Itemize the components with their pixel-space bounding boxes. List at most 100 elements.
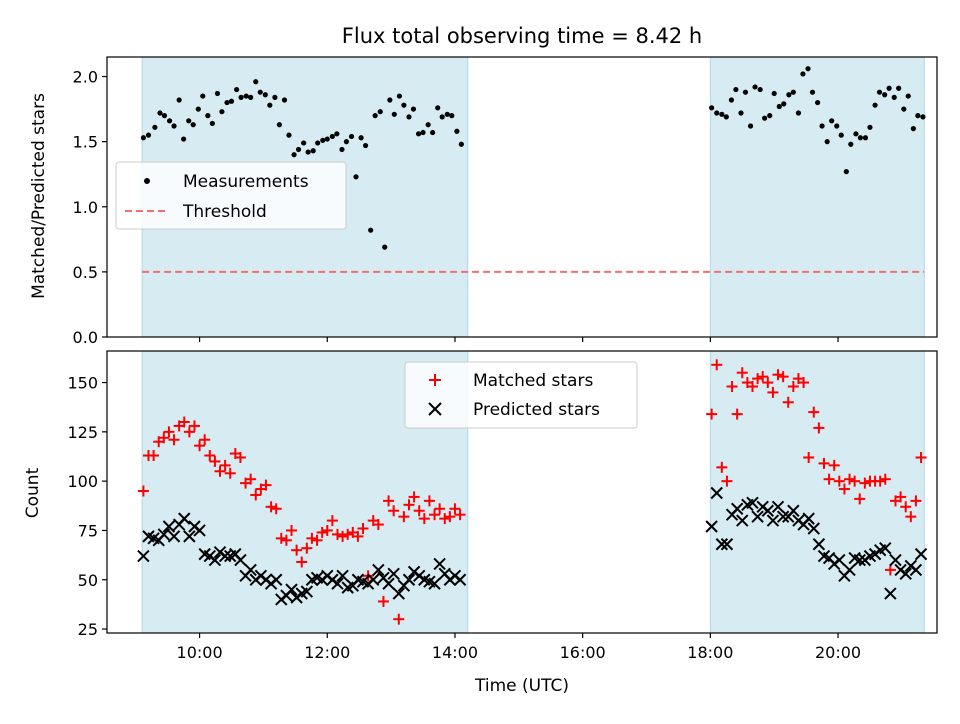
legend-matched-label: Matched stars — [473, 371, 593, 391]
bottom-matched-stars-point — [388, 505, 400, 517]
bottom-predicted-stars-point — [807, 522, 820, 535]
bottom-predicted-stars-point — [787, 504, 800, 517]
bottom-matched-stars-point — [306, 532, 318, 544]
bottom-matched-stars-point — [337, 530, 349, 542]
legend-matched-marker — [429, 374, 441, 386]
bottom-matched-stars-point — [209, 455, 221, 467]
bottom-predicted-stars-point — [761, 504, 775, 517]
top-measurements-point — [200, 93, 206, 99]
legend-predicted-label: Predicted stars — [473, 400, 600, 420]
bottom-matched-stars-point — [716, 461, 728, 473]
bottom-predicted-stars-point — [751, 510, 764, 523]
top-measurements-point — [387, 97, 393, 103]
top-measurements-point — [905, 93, 911, 99]
bottom-observing-window — [709, 350, 925, 634]
top-ytick-label: 0.0 — [73, 328, 98, 347]
bottom-matched-stars-point — [286, 524, 298, 536]
top-measurements-point — [358, 135, 364, 141]
bottom-xlabel: Time (UTC) — [474, 676, 569, 696]
bottom-matched-stars-point — [383, 495, 395, 507]
top-measurements-point — [776, 103, 782, 110]
top-measurements-point — [291, 152, 297, 158]
bottom-xtick-label: 16:00 — [560, 643, 606, 662]
bottom-predicted-stars-point — [833, 553, 846, 567]
top-measurements-point — [248, 94, 254, 100]
top-measurements-point — [262, 92, 268, 98]
bottom-xtick-label: 14:00 — [432, 643, 478, 662]
top-measurements-point — [714, 110, 720, 116]
top-measurements-point — [733, 86, 739, 93]
top-measurements-point — [891, 94, 897, 100]
top-measurements-point — [824, 139, 830, 145]
top-measurements-point — [910, 126, 916, 132]
bottom-matched-stars-point — [418, 513, 430, 525]
bottom-ytick-label: 25 — [78, 620, 98, 639]
bottom-predicted-stars-point — [162, 520, 176, 533]
bottom-matched-stars-point — [331, 528, 343, 540]
bottom-matched-stars-point — [757, 371, 769, 383]
top-measurements-point — [896, 85, 902, 91]
top-measurements-point — [786, 92, 792, 98]
bottom-matched-stars-point — [449, 503, 461, 515]
bottom-matched-stars-point — [874, 475, 886, 487]
top-measurements-point — [257, 89, 263, 95]
bottom-matched-stars-point — [711, 359, 723, 371]
bottom-matched-stars-point — [879, 473, 891, 485]
bottom-matched-stars-point — [859, 477, 871, 489]
bottom-predicted-stars-point — [382, 577, 395, 590]
bottom-matched-stars-point — [214, 465, 226, 477]
top-measurements-point — [315, 140, 321, 146]
bottom-predicted-stars-point — [766, 514, 780, 527]
bottom-ytick-label: 150 — [67, 374, 98, 393]
bottom-matched-stars-point — [158, 432, 170, 444]
bottom-matched-stars-point — [168, 434, 180, 446]
bottom-ylabel: Count — [23, 467, 43, 518]
bottom-matched-stars-point — [833, 475, 845, 487]
bottom-predicted-stars-point — [300, 585, 314, 598]
top-measurements-point — [876, 89, 883, 95]
bottom-predicted-stars-point — [392, 587, 405, 600]
top-measurements-point — [334, 131, 340, 137]
bottom-matched-stars-point — [726, 380, 738, 392]
top-measurements-point — [348, 133, 355, 140]
bottom-matched-stars-point — [777, 371, 789, 383]
bottom-matched-stars-point — [403, 499, 415, 511]
top-measurements-point — [767, 113, 773, 119]
bottom-matched-stars-point — [854, 493, 866, 505]
bottom-matched-stars-point — [245, 473, 257, 485]
top-measurements-point — [382, 244, 388, 250]
bottom-predicted-stars-point — [372, 563, 385, 577]
bottom-matched-stars-point — [265, 501, 277, 513]
bottom-predicted-stars-point — [137, 549, 150, 563]
bottom-predicted-stars-point — [428, 577, 441, 590]
top-measurements-point — [800, 71, 806, 77]
bottom-matched-stars-point — [280, 534, 292, 546]
bottom-predicted-stars-point — [336, 569, 349, 583]
top-measurements-point — [295, 146, 302, 153]
bottom-matched-stars-point — [393, 613, 405, 625]
bottom-matched-stars-point — [798, 377, 810, 389]
bottom-predicted-stars-point — [899, 567, 912, 581]
bottom-predicted-stars-point — [776, 510, 790, 523]
top-measurements-point — [872, 102, 878, 108]
bottom-matched-stars-point — [905, 511, 917, 523]
top-measurements-point — [157, 110, 163, 116]
bottom-panel: 25 50 75 100 125 150 10:00 12:00 14:00 16:00 18:00… — [67, 350, 938, 662]
top-measurements-point — [752, 84, 758, 90]
top-measurements-point — [834, 123, 840, 129]
top-measurements-point — [276, 122, 282, 128]
bottom-predicted-stars-point — [157, 528, 171, 541]
bottom-matched-stars-point — [721, 475, 733, 487]
top-ytick-label: 2.0 — [73, 68, 98, 87]
bottom-matched-stars-point — [782, 396, 794, 408]
bottom-matched-stars-point — [316, 526, 328, 538]
bottom-matched-stars-point — [178, 416, 190, 428]
bottom-matched-stars-point — [148, 450, 160, 462]
top-measurements-point — [267, 102, 273, 108]
top-measurements-point — [324, 136, 330, 142]
bottom-predicted-stars-point — [208, 553, 222, 567]
bottom-xtick-label: 18:00 — [687, 643, 733, 662]
bottom-predicted-stars-point — [720, 538, 734, 551]
bottom-matched-stars-point — [204, 450, 216, 462]
top-measurements-point — [747, 123, 754, 129]
